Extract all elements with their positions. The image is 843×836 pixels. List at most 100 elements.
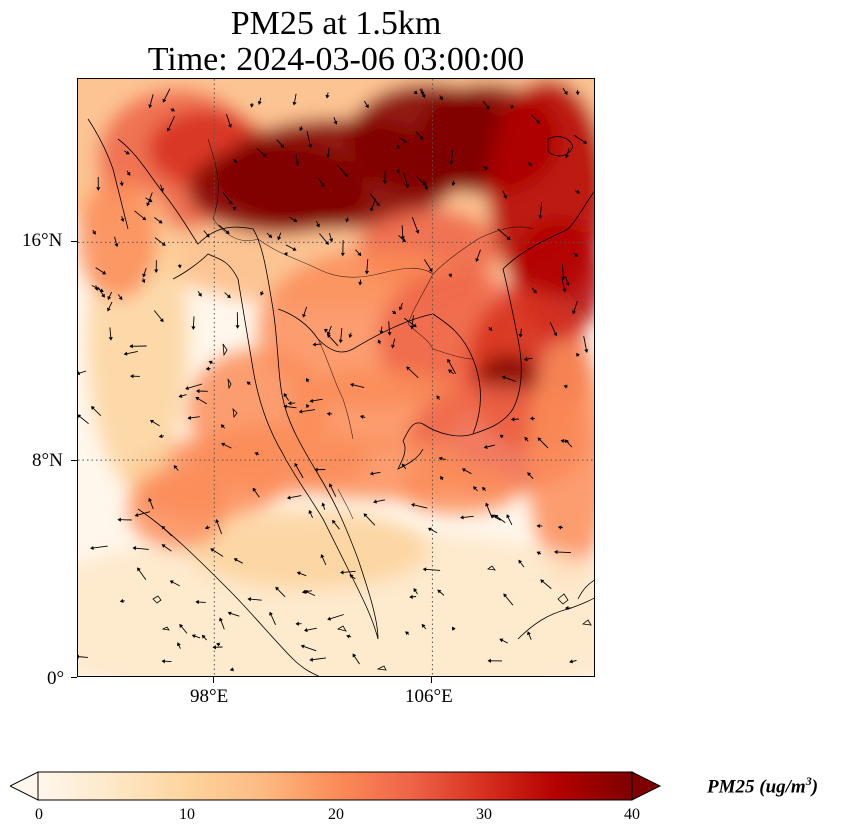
wind-arrow (283, 404, 297, 409)
wind-arrow (117, 294, 123, 301)
wind-arrow (305, 377, 310, 383)
wind-arrow (289, 216, 298, 222)
colorbar-tick-40: 40 (624, 806, 640, 823)
wind-arrow (117, 517, 132, 522)
wind-arrow (191, 634, 201, 639)
wind-arrow (169, 580, 180, 587)
wind-arrow (488, 326, 493, 331)
wind-arrow (120, 216, 125, 223)
wind-arrow (292, 93, 297, 106)
wind-arrow (497, 228, 511, 240)
wind-arrow (501, 375, 517, 382)
wind-arrow (300, 644, 317, 652)
wind-arrow (348, 332, 353, 339)
wind-arrow (358, 279, 363, 286)
wind-arrow (317, 178, 325, 188)
wind-arrow (195, 397, 208, 405)
wind-arrow (549, 322, 558, 337)
wind-arrow (154, 260, 159, 273)
wind-arrow (395, 169, 400, 174)
wind-arrow (564, 147, 570, 159)
wind-arrow (227, 611, 240, 617)
wind-arrow (257, 97, 262, 105)
wind-arrow (232, 158, 238, 163)
wind-arrow (564, 606, 573, 611)
wind-arrow (439, 95, 443, 101)
wind-arrow (564, 439, 573, 448)
wind-arrow (283, 252, 288, 256)
wind-arrow (326, 147, 331, 159)
wind-arrow (95, 267, 107, 275)
wind-arrow (275, 586, 286, 598)
wind-arrow (436, 395, 441, 400)
wind-arrow (518, 328, 523, 338)
wind-arrow (448, 369, 454, 375)
wind-arrow (460, 515, 474, 520)
wind-arrow (562, 87, 568, 95)
wind-arrow (475, 249, 481, 263)
wind-arrow (387, 321, 392, 336)
wind-arrow (148, 497, 154, 510)
wind-arrow (340, 240, 345, 257)
country-borders (207, 138, 534, 520)
wind-arrow (166, 116, 175, 132)
wind-arrow (448, 273, 453, 278)
wind-arrow (203, 230, 210, 238)
wind-arrow (94, 285, 99, 291)
wind-arrow (134, 511, 151, 517)
wind-arrow (266, 232, 273, 238)
wind-arrow (145, 197, 153, 203)
wind-arrow (413, 90, 418, 95)
wind-arrow (355, 249, 362, 257)
wind-arrow (565, 276, 570, 286)
wind-arrow (369, 198, 377, 212)
lat-tick-8N: 8°N (32, 450, 63, 471)
wind-arrow (452, 626, 456, 631)
wind-arrow (119, 181, 124, 187)
wind-arrow (438, 456, 447, 461)
wind-arrow (299, 126, 304, 132)
wind-arrow (405, 631, 410, 636)
wind-arrow (576, 352, 580, 357)
chart-title-line1: PM25 at 1.5km (230, 5, 442, 42)
lon-tickmark-106E (431, 677, 432, 683)
wind-arrow (415, 131, 424, 140)
wind-arrow (161, 544, 172, 552)
wind-arrow (583, 335, 589, 353)
chart-title-line2: Time: 2024-03-06 03:00:00 (147, 41, 525, 78)
wind-arrow (286, 495, 302, 500)
wind-arrow (413, 588, 418, 595)
wind-arrow (256, 147, 267, 158)
map-canvas (78, 79, 594, 676)
wind-arrow (233, 558, 244, 564)
wind-arrow (92, 229, 96, 235)
wind-arrow (416, 176, 427, 186)
wind-arrow (287, 401, 296, 406)
wind-arrow (321, 502, 326, 510)
wind-arrow (114, 236, 119, 248)
pm25-blob (528, 339, 594, 579)
wind-arrow (162, 88, 171, 103)
wind-arrow (536, 551, 542, 556)
lat-tickmark-0 (71, 677, 77, 678)
wind-arrow (473, 486, 478, 492)
wind-arrow (575, 89, 580, 96)
wind-arrow (185, 383, 203, 391)
wind-arrow (364, 100, 369, 109)
wind-arrow (527, 631, 532, 640)
lon-tick-98E: 98°E (190, 686, 229, 707)
wind-arrow (215, 519, 223, 535)
wind-arrow (154, 217, 163, 224)
wind-arrow (78, 414, 89, 425)
wind-arrow (530, 114, 541, 124)
colorbar-tick-30: 30 (476, 806, 492, 823)
wind-arrow (137, 567, 147, 580)
wind-arrow (409, 594, 417, 599)
wind-arrow (107, 301, 113, 312)
lat-tickmark-8N (71, 460, 77, 461)
wind-arrow (573, 253, 579, 257)
wind-arrow (527, 472, 534, 480)
wind-arrow (191, 316, 196, 330)
wind-arrow (391, 338, 396, 349)
wind-arrow (524, 436, 529, 442)
